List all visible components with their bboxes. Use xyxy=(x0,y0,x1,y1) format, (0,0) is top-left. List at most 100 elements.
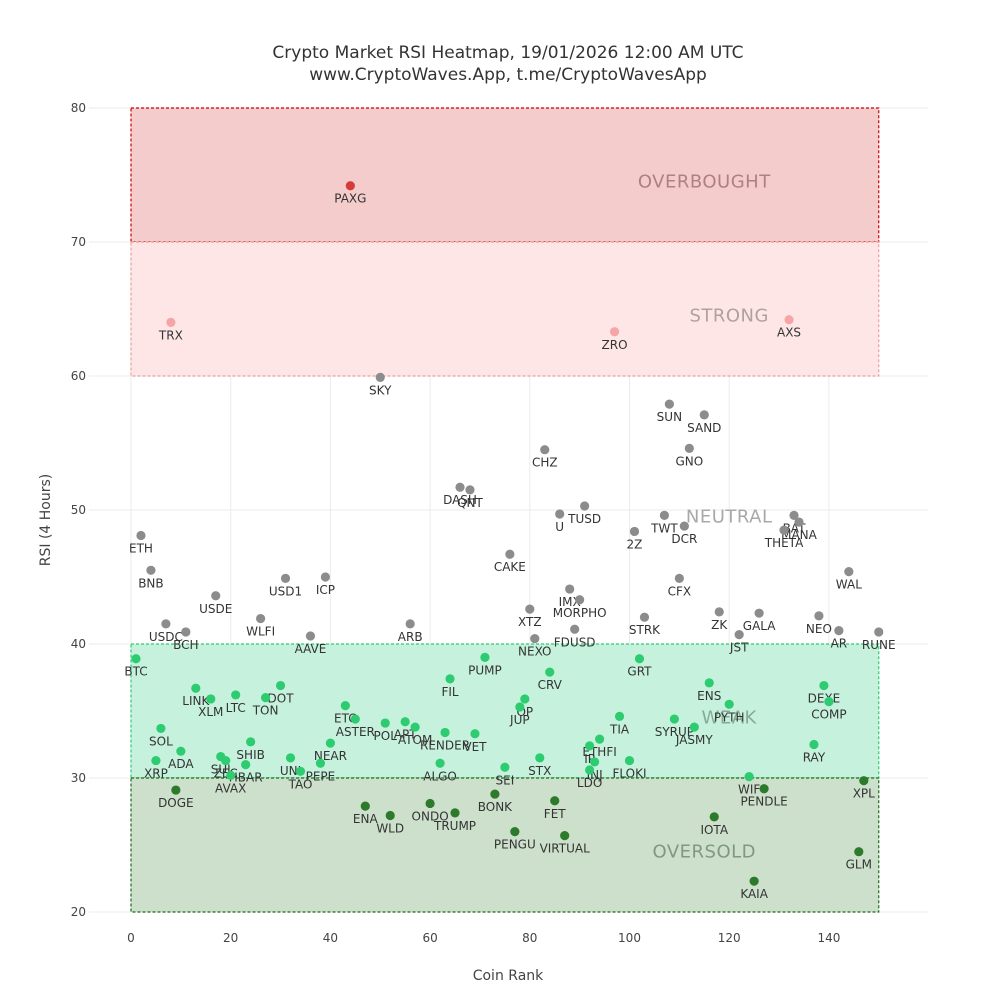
point-label: CRV xyxy=(538,678,563,692)
point-label: BTC xyxy=(124,665,147,679)
point-ens xyxy=(704,678,714,688)
zone-overbought xyxy=(130,107,880,243)
x-axis-ticks: 0 20 40 60 80 100 120 140 xyxy=(127,931,840,945)
point-paxg xyxy=(345,181,355,191)
point-label: TON xyxy=(252,704,279,718)
point-label: HBAR xyxy=(229,771,263,785)
point-label: RENDER xyxy=(420,738,470,752)
zone-label-strong: STRONG xyxy=(689,306,769,327)
point-jup xyxy=(515,702,525,712)
y-tick-label: 20 xyxy=(71,905,86,919)
point-kaia xyxy=(749,876,759,886)
point-label: SHIB xyxy=(236,748,264,762)
point-apt xyxy=(400,717,410,727)
point-wlfi xyxy=(256,613,266,624)
point-label: ARB xyxy=(398,630,423,644)
point-pengu xyxy=(510,827,520,837)
point-pendle xyxy=(759,784,769,794)
point-pepe xyxy=(315,758,326,768)
point-grt xyxy=(634,654,645,664)
point-pol xyxy=(380,718,390,728)
point-xrp xyxy=(151,755,161,766)
point-fil xyxy=(445,674,455,684)
point-label: BONK xyxy=(478,800,513,814)
point-label: WIF xyxy=(738,783,760,797)
rsi-zones: OVERBOUGHT STRONG NEUTRAL WEAK OVERSOLD xyxy=(130,107,880,913)
point-label: DASH xyxy=(443,493,477,507)
y-tick-label: 80 xyxy=(71,101,86,115)
point-avax xyxy=(226,770,236,780)
point-btc xyxy=(131,654,141,664)
point-label: JUP xyxy=(509,713,530,727)
point-near xyxy=(325,738,335,748)
point-cake xyxy=(505,549,515,559)
point-crv xyxy=(545,667,555,677)
point-label: GLM xyxy=(846,858,872,872)
point-zro xyxy=(609,327,620,337)
point-label: U xyxy=(555,520,564,534)
point-label: PUMP xyxy=(468,663,502,677)
point-qnt xyxy=(465,485,475,495)
point-label: WLFI xyxy=(246,625,275,639)
point-sun xyxy=(664,399,674,409)
point-dash xyxy=(455,482,465,492)
point-label: BNB xyxy=(138,576,163,590)
point-label: PAXG xyxy=(334,192,366,206)
point-ltc xyxy=(231,690,241,700)
chart-subtitle: www.CryptoWaves.App, t.me/CryptoWavesApp xyxy=(309,65,707,85)
point-twt xyxy=(659,510,669,520)
point-sol xyxy=(156,723,166,734)
point-label: DCR xyxy=(671,532,697,546)
point-label: CHZ xyxy=(532,456,558,470)
x-axis-label: Coin Rank xyxy=(473,968,544,984)
point-ldo xyxy=(585,765,595,775)
point-jasmy xyxy=(689,722,699,732)
zone-strong xyxy=(130,241,880,377)
point-inj xyxy=(590,757,600,767)
point-bat xyxy=(789,510,799,520)
point-label: VET xyxy=(463,740,487,754)
point-label: CFX xyxy=(668,584,692,598)
point-ondo xyxy=(425,798,435,809)
point-tusd xyxy=(580,501,590,511)
point-chz xyxy=(540,445,550,455)
point-label: USD1 xyxy=(269,584,302,598)
point-label: LTC xyxy=(226,701,246,715)
point-label: TAO xyxy=(288,777,313,791)
point-label: STX xyxy=(528,764,551,778)
point-doge xyxy=(171,785,181,795)
point-pump xyxy=(480,652,490,663)
point-label: ALGO xyxy=(423,769,457,783)
zone-label-neutral: NEUTRAL xyxy=(686,507,773,528)
point-label: NEO xyxy=(806,622,832,636)
x-tick-label: 20 xyxy=(223,931,238,945)
point-label: AXS xyxy=(777,326,801,340)
point-label: PYTH xyxy=(714,710,745,724)
point-sei xyxy=(500,762,510,772)
point-label: IMX xyxy=(559,595,581,609)
point-nexo xyxy=(530,634,540,644)
point-label: COMP xyxy=(811,708,846,722)
point-label: SUI xyxy=(211,763,231,777)
point-label: ONDO xyxy=(412,809,449,823)
point-neo xyxy=(814,611,824,621)
point-label: ETH xyxy=(129,541,153,555)
point-aave xyxy=(305,631,316,641)
point-glm xyxy=(854,847,864,857)
point-icp xyxy=(320,572,331,582)
point-label: GALA xyxy=(743,619,776,633)
y-tick-label: 50 xyxy=(71,503,86,517)
point-label: GNO xyxy=(675,454,703,468)
point-zec xyxy=(221,755,231,766)
point-label: DEXE xyxy=(808,692,841,706)
point-label: APT xyxy=(394,728,417,742)
point-hbar xyxy=(241,760,251,770)
point-theta xyxy=(779,525,789,535)
zone-oversold xyxy=(130,777,880,913)
point-label: THETA xyxy=(764,536,804,550)
point-label: XRP xyxy=(144,767,168,781)
y-axis-label: RSI (4 Hours) xyxy=(38,474,54,567)
point-morpho xyxy=(575,595,585,605)
point-shib xyxy=(246,737,256,747)
